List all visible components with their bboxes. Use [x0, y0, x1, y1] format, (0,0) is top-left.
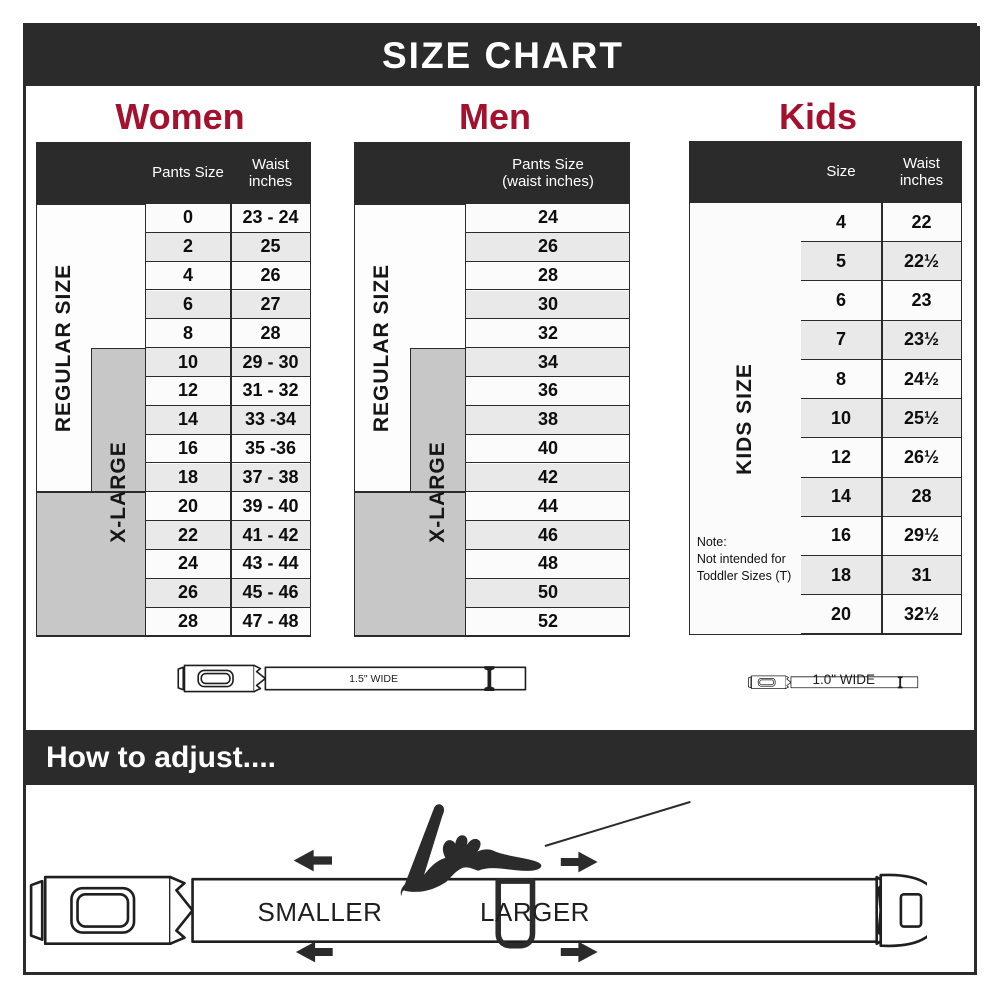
svg-text:1.5" WIDE: 1.5" WIDE — [349, 673, 398, 685]
svg-text:1.0" WIDE: 1.0" WIDE — [812, 672, 875, 687]
